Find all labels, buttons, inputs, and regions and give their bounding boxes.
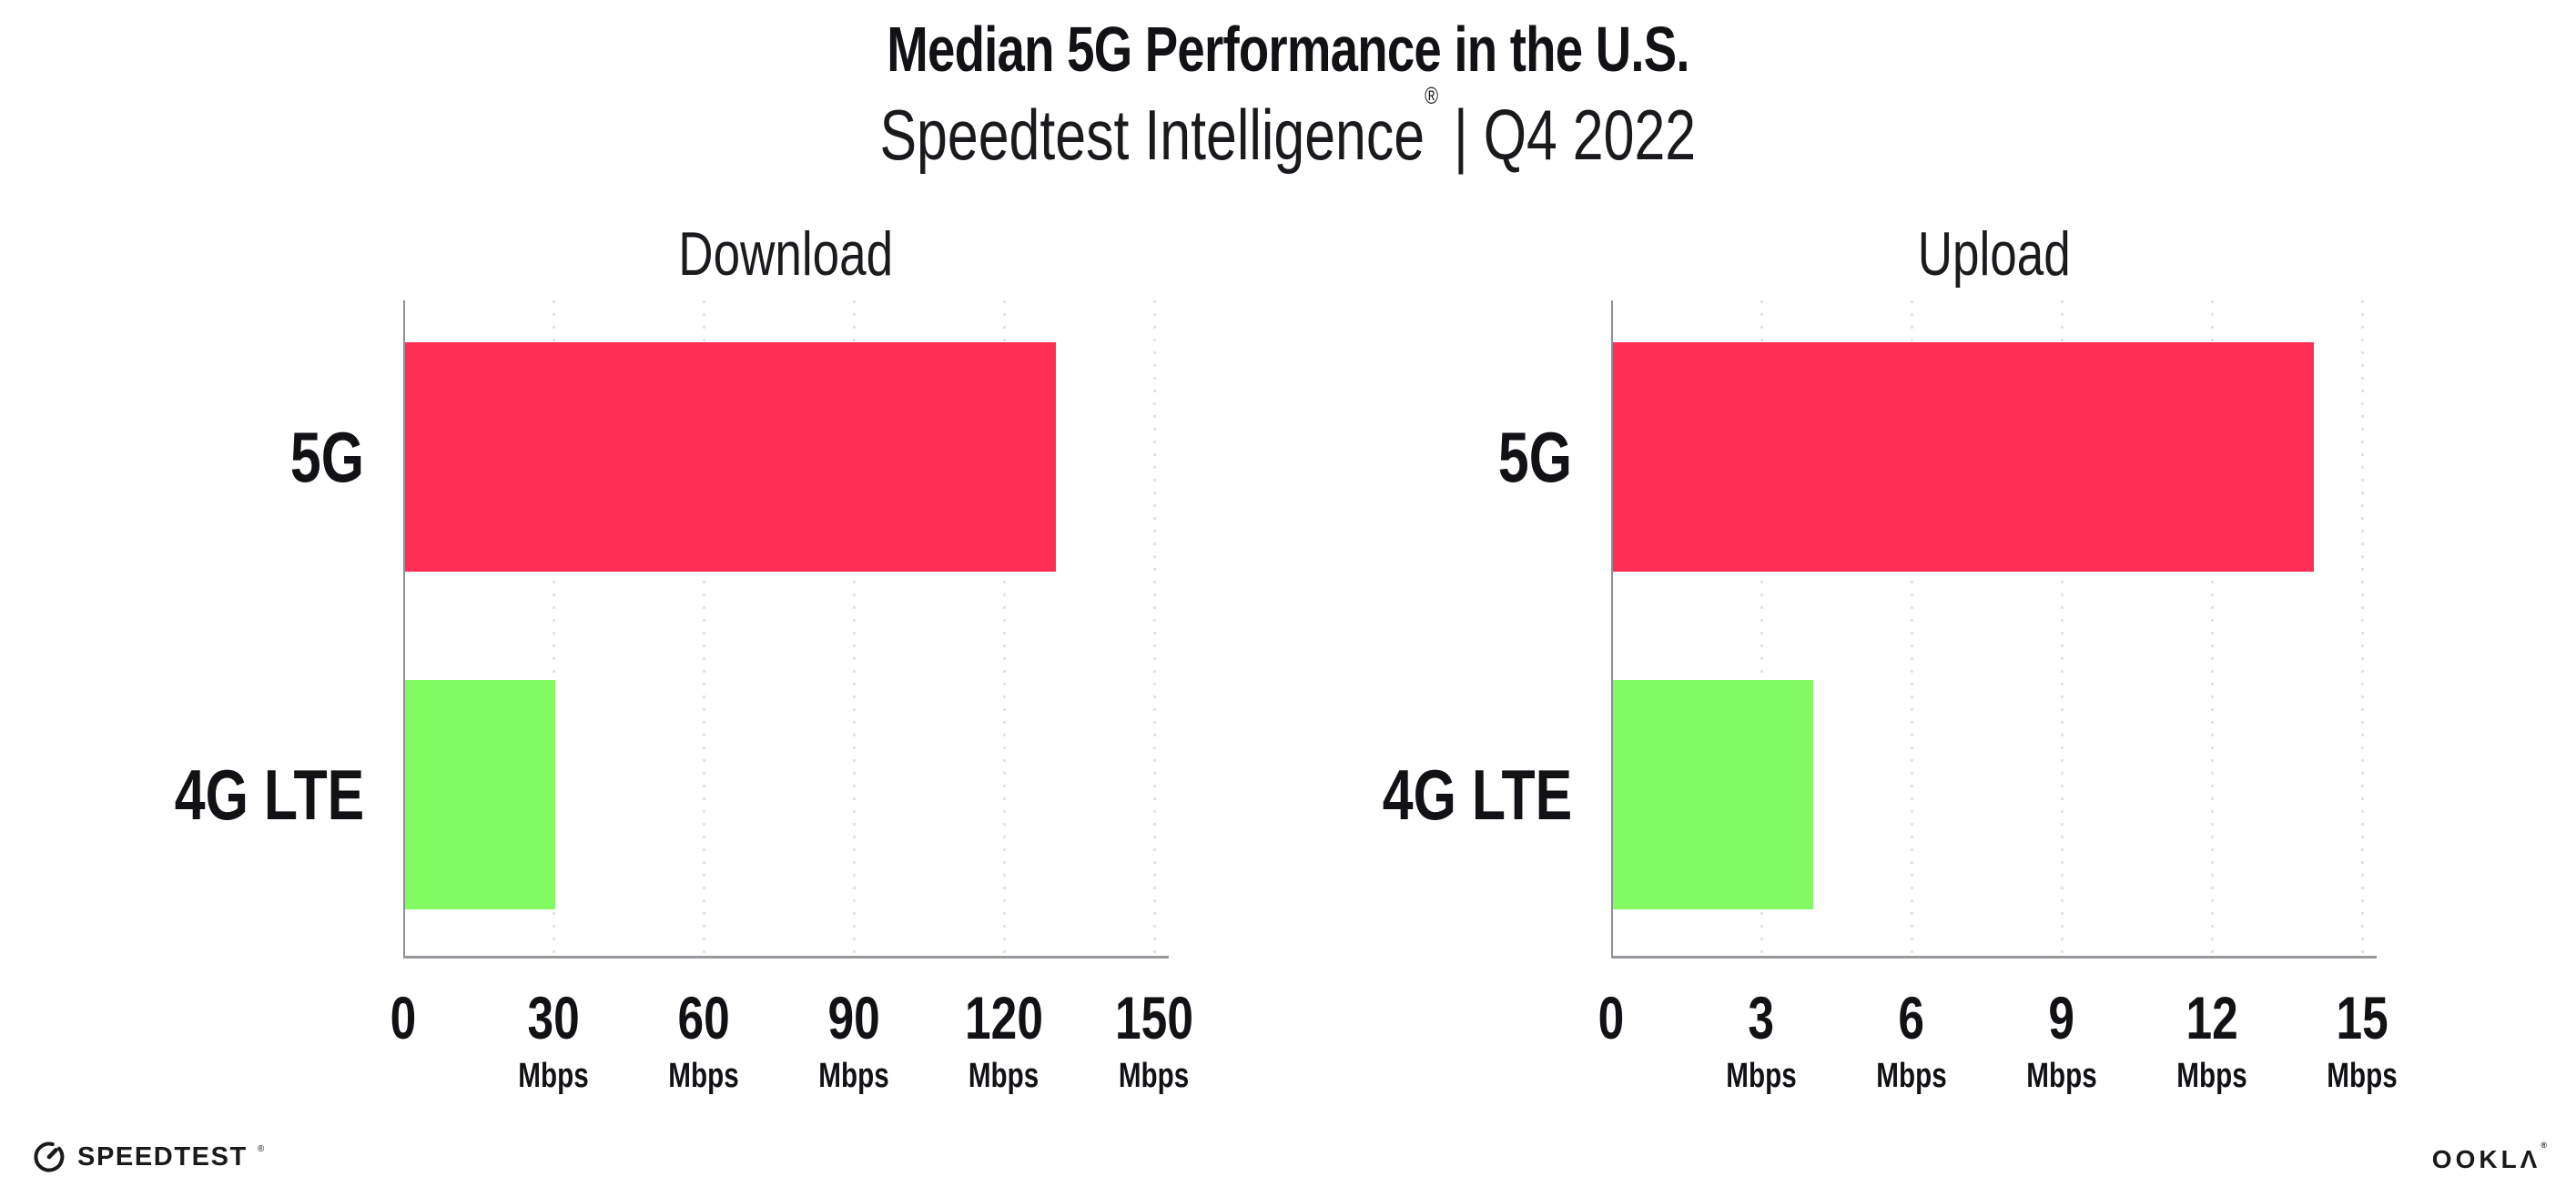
x-tick-unit-label: Mbps xyxy=(1876,1057,1947,1095)
ookla-wordmark: OOKLΛ xyxy=(2431,1145,2541,1173)
gridline-15 xyxy=(2361,300,2364,959)
x-tick-120: 120 Mbps xyxy=(954,988,1054,1093)
x-tick-value: 0 xyxy=(390,984,417,1051)
gridline-9 xyxy=(2061,300,2064,959)
y-category-label-5g: 5G xyxy=(269,342,364,572)
x-tick-value: 30 xyxy=(527,984,580,1051)
download-chart-title: Download xyxy=(678,219,894,289)
x-tick-value: 15 xyxy=(2336,984,2388,1051)
x-tick-value: 12 xyxy=(2186,984,2238,1051)
x-tick-0: 0 xyxy=(387,988,421,1048)
y-category-label-text: 4G LTE xyxy=(174,755,364,835)
gridline-90 xyxy=(853,300,856,959)
x-tick-value: 6 xyxy=(1898,984,1925,1051)
x-tick-unit-label: Mbps xyxy=(1726,1057,1797,1095)
subtitle-period: | Q4 2022 xyxy=(1438,94,1697,175)
x-tick-value: 150 xyxy=(1115,984,1193,1051)
x-tick-unit-label: Mbps xyxy=(2327,1057,2398,1095)
x-tick-value: 90 xyxy=(827,984,880,1051)
x-tick-150: 150 Mbps xyxy=(1104,988,1204,1093)
speedtest-trademark-mark: ® xyxy=(257,1143,265,1154)
page-title: Median 5G Performance in the U.S. xyxy=(887,14,1689,85)
ookla-logo: OOKLΛ® xyxy=(2431,1141,2547,1173)
x-tick-3: 3 Mbps xyxy=(1716,988,1806,1093)
speedtest-gauge-icon xyxy=(34,1141,65,1172)
upload-chart-title: Upload xyxy=(1917,219,2071,289)
x-axis-line xyxy=(403,956,1169,959)
y-axis-line xyxy=(403,300,405,959)
x-tick-value: 0 xyxy=(1597,984,1625,1051)
gridline-30 xyxy=(553,300,555,959)
y-category-label-4g-lte: 4G LTE xyxy=(121,680,364,909)
x-tick-unit-label: Mbps xyxy=(2026,1057,2097,1095)
x-tick-9: 9 Mbps xyxy=(2016,988,2106,1093)
bar-5g xyxy=(405,342,1056,572)
y-category-label-text: 4G LTE xyxy=(1382,755,1572,835)
x-tick-unit-label: Mbps xyxy=(2176,1057,2247,1095)
y-axis-line xyxy=(1611,300,1613,959)
x-tick-15: 15 Mbps xyxy=(2317,988,2407,1093)
gridline-12 xyxy=(2211,300,2214,959)
gridline-120 xyxy=(1003,300,1006,959)
x-tick-value: 9 xyxy=(2048,984,2075,1051)
gridline-3 xyxy=(1760,300,1763,959)
bar-4g-lte xyxy=(405,680,555,909)
x-tick-12: 12 Mbps xyxy=(2166,988,2257,1093)
y-category-label-text: 5G xyxy=(1497,417,1572,497)
header: Median 5G Performance in the U.S. Speedt… xyxy=(0,14,2576,175)
x-tick-value: 120 xyxy=(965,984,1043,1051)
x-tick-unit-label: Mbps xyxy=(818,1057,889,1095)
gridline-150 xyxy=(1153,300,1156,959)
speedtest-wordmark: SPEEDTEST xyxy=(77,1141,248,1172)
gridline-60 xyxy=(703,300,705,959)
upload-chart: Upload 5G 4G LTE 0 3 Mbps 6 Mbps 9 Mbps 12 Mbps 15 M… xyxy=(1383,219,2398,1133)
y-category-label-4g-lte: 4G LTE xyxy=(1329,680,1572,909)
x-tick-0: 0 xyxy=(1595,988,1628,1048)
registered-trademark-mark: ® xyxy=(1425,81,1439,109)
y-category-label-text: 5G xyxy=(289,417,364,497)
gridline-6 xyxy=(1911,300,1913,959)
download-chart: Download 5G 4G LTE 0 30 Mbps 60 Mbps 90 Mbps 120 M… xyxy=(175,219,1193,1133)
x-tick-90: 90 Mbps xyxy=(808,988,898,1093)
x-tick-6: 6 Mbps xyxy=(1866,988,1956,1093)
x-axis-line xyxy=(1611,956,2377,959)
x-tick-value: 3 xyxy=(1748,984,1775,1051)
upload-plot-area: 5G 4G LTE 0 3 Mbps 6 Mbps 9 Mbps 12 Mbps 15 Mbps xyxy=(1383,300,2398,1093)
speedtest-logo: SPEEDTEST ® xyxy=(31,1139,264,1175)
x-tick-unit-label: Mbps xyxy=(969,1057,1040,1095)
download-plot-area: 5G 4G LTE 0 30 Mbps 60 Mbps 90 Mbps 120 Mbps 150 Mbp… xyxy=(175,300,1193,1093)
subtitle-product: Speedtest Intelligence xyxy=(879,94,1425,175)
x-tick-unit-label: Mbps xyxy=(668,1057,739,1095)
x-tick-unit-label: Mbps xyxy=(1119,1057,1190,1095)
x-tick-value: 60 xyxy=(677,984,730,1051)
x-tick-30: 30 Mbps xyxy=(508,988,598,1093)
page-subtitle: Speedtest Intelligence® | Q4 2022 xyxy=(0,83,2576,175)
bar-5g xyxy=(1613,342,2314,572)
x-tick-60: 60 Mbps xyxy=(658,988,748,1093)
ookla-trademark-mark: ® xyxy=(2541,1140,2547,1150)
bar-4g-lte xyxy=(1613,680,1813,909)
y-category-label-5g: 5G xyxy=(1477,342,1572,572)
x-tick-unit-label: Mbps xyxy=(518,1057,589,1095)
